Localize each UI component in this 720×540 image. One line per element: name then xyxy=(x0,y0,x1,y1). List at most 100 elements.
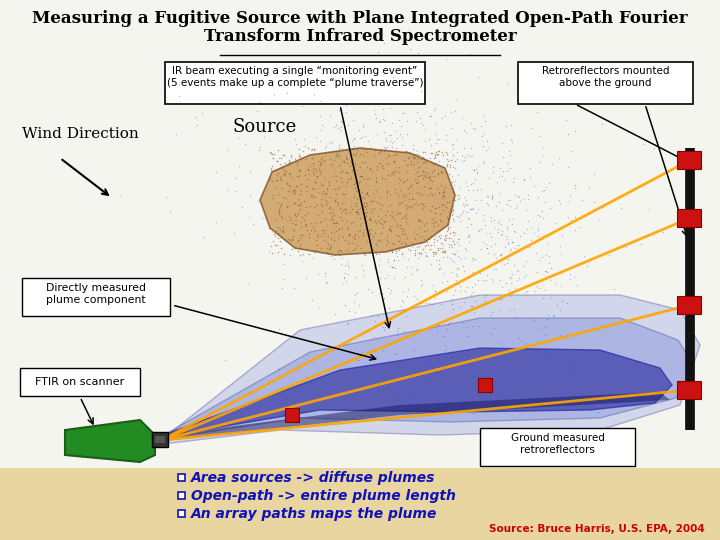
Point xyxy=(447,202,459,211)
Point xyxy=(338,157,349,166)
Point xyxy=(394,237,405,245)
Point xyxy=(391,134,402,143)
Point xyxy=(374,199,386,207)
Point xyxy=(454,303,466,312)
Point xyxy=(448,239,459,248)
Point xyxy=(418,220,430,229)
Point xyxy=(444,234,455,242)
Point xyxy=(438,248,449,256)
Point xyxy=(392,256,403,265)
Point xyxy=(544,259,555,267)
Point xyxy=(465,143,477,152)
Point xyxy=(518,176,530,184)
Point xyxy=(398,109,410,118)
Point xyxy=(276,227,287,235)
Point xyxy=(418,158,430,166)
Point xyxy=(302,209,313,218)
Point xyxy=(289,210,301,218)
Point xyxy=(478,110,490,119)
Point xyxy=(395,224,407,232)
Point xyxy=(309,177,320,186)
Point xyxy=(459,152,471,161)
Point xyxy=(406,195,418,204)
Point xyxy=(335,168,346,177)
Point xyxy=(320,222,332,231)
Point xyxy=(373,179,384,188)
Point xyxy=(228,229,239,238)
Point xyxy=(348,190,360,198)
Point xyxy=(306,154,318,163)
Point xyxy=(409,200,420,208)
Point xyxy=(485,330,496,339)
Point xyxy=(336,215,348,224)
Point xyxy=(502,159,513,167)
Point xyxy=(435,239,446,247)
Point xyxy=(539,198,551,207)
Point xyxy=(429,190,441,199)
Point xyxy=(387,262,398,271)
Point xyxy=(454,287,466,295)
Point xyxy=(411,190,423,198)
Point xyxy=(395,224,407,232)
Point xyxy=(390,231,402,239)
Point xyxy=(267,237,279,246)
Point xyxy=(485,217,497,226)
Point xyxy=(354,192,365,201)
Point xyxy=(371,198,382,206)
Point xyxy=(564,192,575,200)
Point xyxy=(418,182,430,191)
Text: Ground measured
retroreflectors: Ground measured retroreflectors xyxy=(510,433,604,455)
Point xyxy=(274,207,285,216)
Point xyxy=(372,217,384,225)
Point xyxy=(438,168,450,177)
Point xyxy=(279,213,291,222)
Point xyxy=(370,241,382,249)
Point xyxy=(371,174,382,183)
Point xyxy=(286,219,297,227)
Point xyxy=(326,160,338,168)
Point xyxy=(412,230,423,238)
Point xyxy=(266,194,277,202)
Point xyxy=(382,271,394,279)
Point xyxy=(553,196,564,205)
Point xyxy=(378,143,390,152)
Point xyxy=(428,105,440,114)
Point xyxy=(333,231,345,239)
Point xyxy=(428,300,439,308)
Point xyxy=(293,145,305,153)
Point xyxy=(359,251,371,259)
Point xyxy=(477,141,489,150)
Point xyxy=(333,183,344,191)
Point xyxy=(336,166,348,175)
Point xyxy=(282,234,294,243)
Point xyxy=(384,211,396,220)
Point xyxy=(430,217,441,225)
Point xyxy=(394,163,405,171)
Point xyxy=(325,240,337,249)
Point xyxy=(386,208,397,217)
Point xyxy=(292,158,303,166)
Point xyxy=(338,220,350,228)
Point xyxy=(319,268,330,277)
Point xyxy=(377,220,388,229)
Point xyxy=(274,325,285,333)
Point xyxy=(351,171,362,179)
Point xyxy=(504,246,516,255)
Point xyxy=(400,214,412,222)
Point xyxy=(309,178,320,186)
Point xyxy=(564,269,576,278)
Point xyxy=(466,205,477,214)
Point xyxy=(302,181,313,190)
Point xyxy=(309,161,320,170)
Point xyxy=(463,232,474,241)
Point xyxy=(372,129,383,138)
Point xyxy=(404,183,415,192)
Point xyxy=(543,252,554,261)
Point xyxy=(521,287,533,296)
Point xyxy=(481,271,492,280)
Point xyxy=(368,189,379,198)
Point xyxy=(273,205,284,214)
Point xyxy=(330,177,342,186)
Point xyxy=(500,279,511,287)
Point xyxy=(367,219,379,227)
